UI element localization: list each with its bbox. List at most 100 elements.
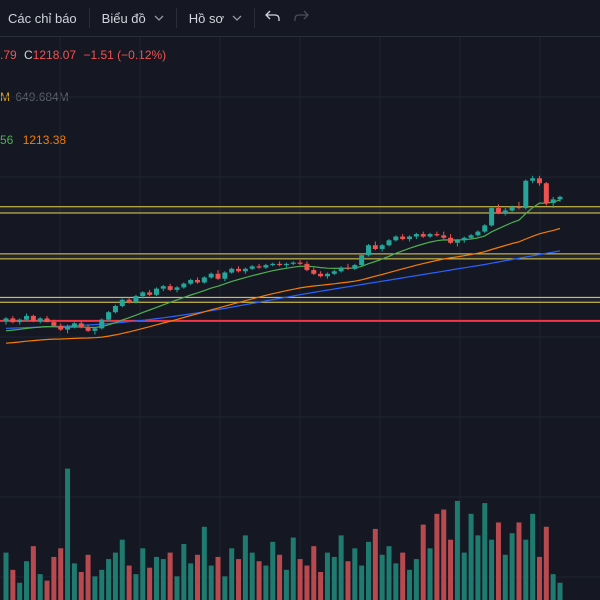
ohlc-fragment: .79	[0, 48, 17, 62]
volume-bar	[359, 565, 365, 600]
candle-body	[338, 267, 344, 272]
volume-bar	[188, 563, 194, 600]
volume-bar	[318, 572, 324, 600]
volume-bar	[147, 567, 153, 600]
volume-bar	[256, 561, 262, 600]
volume-bar	[119, 539, 125, 600]
price-chart[interactable]	[0, 37, 600, 600]
candle-body	[71, 323, 77, 328]
candle-body	[133, 296, 139, 303]
volume-bar	[324, 552, 330, 600]
candle-body	[277, 263, 283, 266]
volume-bar	[10, 569, 16, 600]
volume-bar	[482, 503, 488, 600]
indicators-button[interactable]: Các chỉ báo	[0, 0, 85, 36]
volume-bar	[434, 513, 440, 600]
candle-body	[482, 225, 488, 232]
candle-body	[297, 262, 303, 264]
candle-body	[37, 318, 43, 321]
candle-body	[420, 234, 426, 237]
candle-body	[44, 318, 50, 323]
volume-bar	[195, 554, 201, 600]
redo-button[interactable]	[287, 0, 315, 36]
chart-menu-button[interactable]: Biểu đồ	[94, 0, 172, 36]
candle-body	[58, 325, 64, 330]
volume-bar	[3, 552, 9, 600]
volume-bar	[167, 552, 173, 600]
volume-bar	[65, 468, 71, 600]
candle-body	[318, 273, 324, 277]
volume-bar	[153, 556, 159, 600]
price-change: −1.51 (−0.12%)	[83, 48, 167, 62]
volume-bar	[420, 524, 426, 600]
volume-bar	[557, 582, 563, 600]
volume-bar	[543, 526, 549, 600]
volume-bar	[30, 546, 36, 600]
volume-bar	[461, 552, 467, 600]
candle-body	[434, 234, 440, 236]
undo-button[interactable]	[259, 0, 287, 36]
volume-bar	[379, 554, 385, 600]
volume-bar	[174, 576, 180, 600]
candle-body	[557, 196, 563, 200]
candle-body	[304, 263, 310, 271]
chevron-down-icon	[154, 13, 164, 24]
ma-long-line	[5, 250, 561, 329]
volume-bar	[516, 522, 522, 600]
candle-body	[126, 299, 132, 303]
volume-bar	[112, 552, 118, 600]
candle-body	[516, 206, 522, 209]
toolbar-divider	[254, 8, 256, 28]
volume-bar	[509, 533, 515, 600]
candle-body	[441, 235, 447, 238]
candle-body	[523, 180, 529, 209]
volume-bar	[427, 548, 433, 600]
profile-menu-label: Hồ sơ	[188, 10, 225, 26]
candle-body	[311, 270, 317, 274]
zone-fill	[0, 297, 600, 303]
candle-body	[140, 292, 146, 297]
volume-bar	[283, 569, 289, 600]
volume-bar	[290, 537, 296, 600]
zone-fill	[0, 206, 600, 213]
volume-bar	[530, 513, 536, 600]
candle-body	[263, 265, 269, 268]
candle-body	[365, 245, 371, 256]
volume-bar	[475, 535, 481, 600]
candle-body	[413, 234, 419, 237]
volume-bar	[448, 539, 454, 600]
volume-bar	[441, 509, 447, 600]
candle-body	[85, 327, 91, 331]
volume-bar	[24, 561, 30, 600]
candle-body	[242, 268, 248, 272]
indicators-label: Các chỉ báo	[8, 10, 77, 26]
volume-bar	[365, 541, 371, 600]
zone-fill	[0, 253, 600, 259]
candle-body	[536, 178, 542, 184]
candle-body	[256, 266, 262, 268]
volume-bar	[489, 539, 495, 600]
candle-body	[222, 272, 228, 279]
volume-bar	[51, 556, 57, 600]
candle-body	[407, 236, 413, 240]
candle-body	[283, 263, 289, 266]
candle-body	[489, 208, 495, 226]
profile-menu-button[interactable]: Hồ sơ	[181, 0, 250, 36]
candle-body	[201, 277, 207, 283]
toolbar-divider	[88, 8, 90, 28]
volume-bar	[106, 559, 112, 600]
candle-body	[167, 286, 173, 290]
volume-bar	[37, 574, 43, 600]
candle-body	[65, 327, 71, 330]
volume-bar	[44, 580, 50, 600]
volume-bar	[297, 559, 303, 600]
ma-short-line	[5, 199, 561, 332]
candle-body	[454, 240, 460, 243]
candle-body	[509, 206, 515, 211]
volume-bar	[352, 548, 358, 600]
candle-body	[174, 287, 180, 290]
volume-bar	[85, 554, 91, 600]
candle-body	[530, 178, 536, 181]
volume-bar	[71, 563, 77, 600]
volume-bar	[468, 513, 474, 600]
